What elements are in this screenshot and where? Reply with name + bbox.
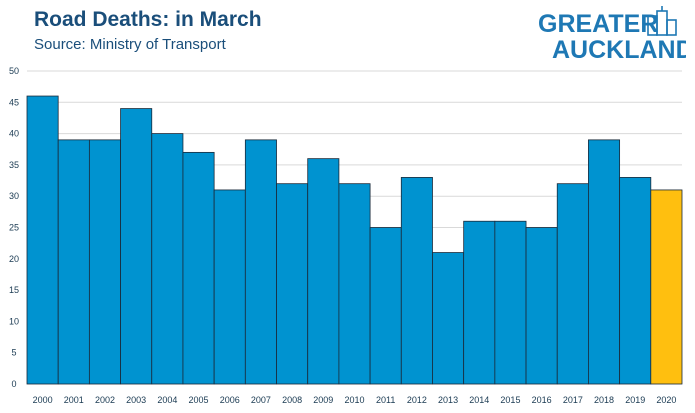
city-skyline-icon	[647, 6, 677, 36]
bar-2005	[182, 151, 215, 385]
y-tick-label: 15	[9, 285, 19, 295]
x-tick-label: 2000	[33, 395, 53, 405]
x-tick-label: 2002	[95, 395, 115, 405]
y-tick-label: 45	[9, 97, 19, 107]
logo-text-line2: AUCKLAND	[552, 36, 686, 62]
bar-2000	[26, 95, 59, 385]
y-tick-label: 40	[9, 129, 19, 139]
x-tick-label: 2017	[563, 395, 583, 405]
bar-2018	[588, 139, 621, 385]
bar-2011	[369, 227, 402, 385]
bar-2009	[307, 158, 340, 385]
x-tick-label: 2009	[313, 395, 333, 405]
y-tick-label: 5	[11, 348, 16, 358]
bar-2002	[88, 139, 121, 385]
bar-2008	[276, 183, 309, 385]
y-tick-label: 20	[9, 254, 19, 264]
bar-2003	[120, 108, 153, 385]
x-tick-label: 2015	[500, 395, 520, 405]
x-tick-label: 2010	[344, 395, 364, 405]
greater-auckland-logo: GREATER AUCKLAND	[538, 6, 686, 62]
y-tick-label: 25	[9, 223, 19, 233]
x-tick-label: 2019	[625, 395, 645, 405]
bar-2019	[619, 177, 652, 385]
y-tick-label: 0	[11, 379, 16, 389]
bar-2017	[556, 183, 589, 385]
x-tick-label: 2008	[282, 395, 302, 405]
x-tick-label: 2020	[656, 395, 676, 405]
x-tick-label: 2001	[64, 395, 84, 405]
bars	[26, 95, 683, 385]
x-tick-label: 2013	[438, 395, 458, 405]
bar-2006	[213, 189, 246, 385]
y-tick-label: 10	[9, 316, 19, 326]
x-axis-ticks: 2000 2001 2002 2003 2004 2005 2006 2007 2008 2009…	[33, 395, 677, 405]
x-tick-label: 2012	[407, 395, 427, 405]
bar-2012	[400, 177, 433, 385]
chart-title: Road Deaths: in March	[34, 8, 262, 31]
x-tick-label: 2004	[157, 395, 177, 405]
x-tick-label: 2005	[189, 395, 209, 405]
logo-text-line1: GREATER	[538, 10, 658, 38]
x-tick-label: 2003	[126, 395, 146, 405]
x-tick-label: 2016	[532, 395, 552, 405]
bar-2007	[244, 139, 277, 385]
x-tick-label: 2007	[251, 395, 271, 405]
y-axis-ticks: 0 5 10 15 20 25 30 35 40 45 50	[9, 66, 19, 389]
bar-2014	[463, 220, 496, 385]
bar-2013	[432, 252, 465, 385]
chart-subtitle: Source: Ministry of Transport	[34, 36, 226, 53]
y-tick-label: 50	[9, 66, 19, 76]
x-tick-label: 2006	[220, 395, 240, 405]
bar-2020	[650, 189, 683, 385]
bar-2004	[151, 133, 184, 385]
bar-2015	[494, 220, 527, 385]
y-tick-label: 35	[9, 160, 19, 170]
x-tick-label: 2018	[594, 395, 614, 405]
y-tick-label: 30	[9, 191, 19, 201]
x-tick-label: 2014	[469, 395, 489, 405]
bar-2016	[525, 227, 558, 385]
bar-2010	[338, 183, 371, 385]
x-tick-label: 2011	[376, 395, 395, 405]
bar-2001	[57, 139, 90, 385]
